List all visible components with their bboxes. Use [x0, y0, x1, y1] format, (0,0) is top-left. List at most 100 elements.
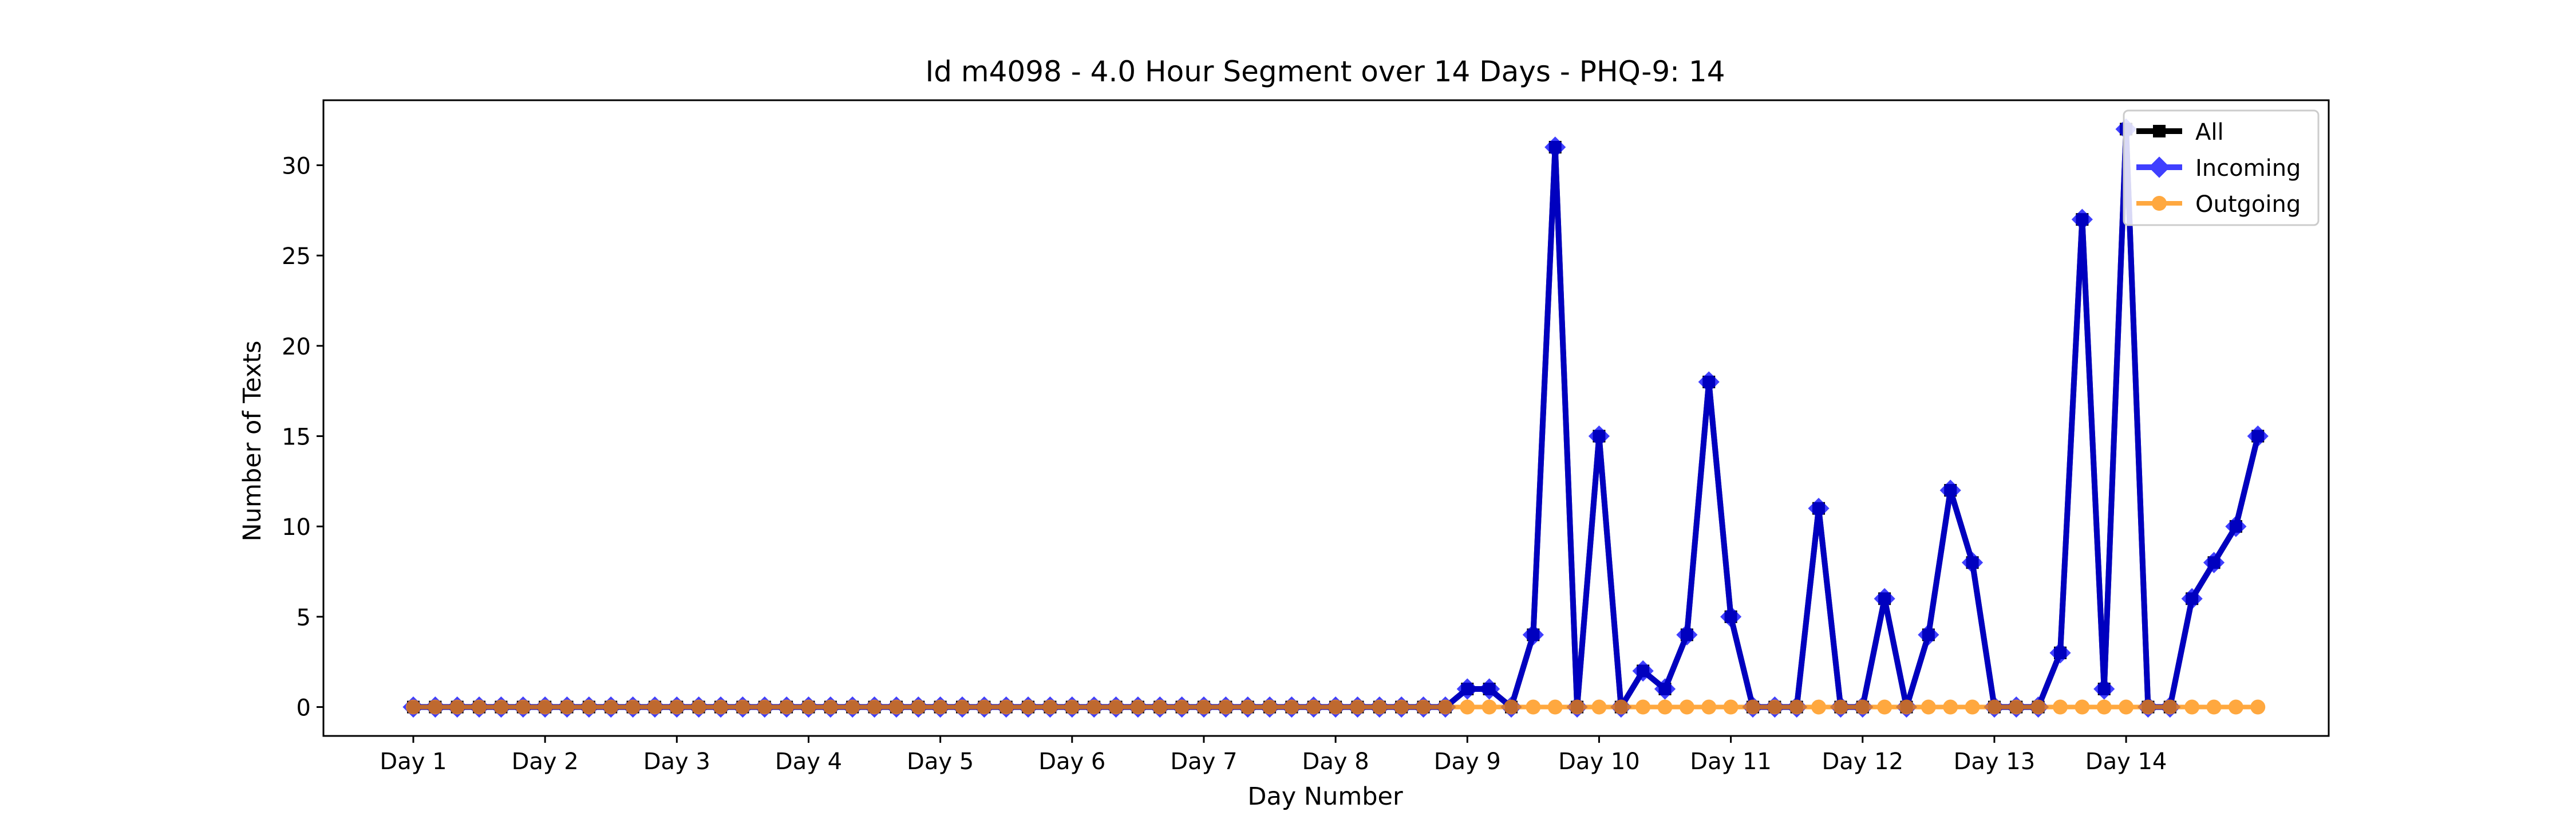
series-all — [407, 123, 2265, 714]
data-point-outgoing — [1328, 699, 1344, 715]
plot-frame — [322, 99, 2330, 737]
legend-marker — [2153, 125, 2166, 137]
legend-marker — [2148, 156, 2170, 178]
data-point-outgoing — [757, 699, 772, 715]
data-point-outgoing — [1394, 699, 1409, 715]
data-point-outgoing — [1042, 699, 1058, 715]
data-point-incoming — [2247, 425, 2269, 447]
data-point-outgoing — [867, 699, 882, 715]
x-tick-label: Day 8 — [1302, 749, 1369, 775]
x-tick-label: Day 1 — [380, 749, 447, 775]
chart-title: Id m4098 - 4.0 Hour Segment over 14 Days… — [925, 55, 1725, 88]
data-point-outgoing — [1899, 699, 1914, 715]
data-point-outgoing — [1526, 699, 1541, 715]
legend-label: All — [2195, 119, 2224, 145]
legend-marker — [2152, 196, 2167, 211]
data-point-outgoing — [1064, 699, 1080, 715]
data-point-outgoing — [2053, 699, 2068, 715]
data-point-outgoing — [1921, 699, 1936, 715]
data-point-incoming — [1588, 425, 1610, 447]
data-point-outgoing — [2030, 699, 2046, 715]
x-tick-label: Day 7 — [1170, 749, 1237, 775]
data-point-incoming — [1720, 606, 1742, 628]
data-point-outgoing — [735, 699, 750, 715]
data-point-outgoing — [1240, 699, 1255, 715]
data-point-outgoing — [2206, 699, 2222, 715]
data-point-outgoing — [538, 699, 553, 715]
data-point-outgoing — [1174, 699, 1190, 715]
data-point-outgoing — [1108, 699, 1124, 715]
data-point-outgoing — [1196, 699, 1211, 715]
x-tick-label: Day 5 — [907, 749, 974, 775]
data-point-outgoing — [2119, 699, 2134, 715]
data-point-outgoing — [2250, 699, 2266, 715]
x-tick-label: Day 14 — [2085, 749, 2167, 775]
data-point-outgoing — [823, 699, 838, 715]
data-point-outgoing — [647, 699, 662, 715]
data-point-outgoing — [713, 699, 729, 715]
data-point-outgoing — [1679, 699, 1694, 715]
data-point-incoming — [1918, 624, 1939, 646]
legend-entry — [2136, 125, 2182, 137]
data-point-outgoing — [1218, 699, 1234, 715]
data-point-outgoing — [1350, 699, 1365, 715]
data-point-outgoing — [1833, 699, 1848, 715]
data-point-outgoing — [2228, 699, 2243, 715]
x-tick-label: Day 11 — [1690, 749, 1772, 775]
data-point-outgoing — [625, 699, 641, 715]
data-point-incoming — [1479, 678, 1500, 700]
data-point-outgoing — [581, 699, 596, 715]
x-tick-label: Day 4 — [775, 749, 842, 775]
data-point-outgoing — [1591, 699, 1607, 715]
data-point-incoming — [1544, 136, 1566, 158]
data-point-outgoing — [515, 699, 531, 715]
y-tick-label: 10 — [282, 514, 311, 541]
series-incoming — [402, 118, 2269, 718]
data-point-outgoing — [2075, 699, 2090, 715]
data-point-incoming — [1676, 624, 1698, 646]
series-outgoing — [406, 699, 2266, 715]
legend-entry — [2136, 196, 2182, 211]
y-tick-label: 5 — [297, 605, 311, 631]
data-point-outgoing — [406, 699, 421, 715]
data-point-outgoing — [1986, 699, 2002, 715]
data-point-outgoing — [801, 699, 816, 715]
data-point-incoming — [1698, 371, 1720, 393]
data-point-outgoing — [933, 699, 948, 715]
data-point-outgoing — [1767, 699, 1783, 715]
data-point-outgoing — [1965, 699, 1980, 715]
data-point-incoming — [2071, 208, 2093, 230]
data-point-outgoing — [845, 699, 860, 715]
y-tick-label: 25 — [282, 243, 311, 270]
data-point-outgoing — [1481, 699, 1497, 715]
data-point-outgoing — [1262, 699, 1278, 715]
data-point-outgoing — [493, 699, 509, 715]
data-point-outgoing — [1855, 699, 1870, 715]
data-point-incoming — [1522, 624, 1544, 646]
data-point-outgoing — [1745, 699, 1760, 715]
data-point-outgoing — [1701, 699, 1717, 715]
data-point-outgoing — [1547, 699, 1563, 715]
data-point-outgoing — [1460, 699, 1475, 715]
x-tick-label: Day 6 — [1038, 749, 1105, 775]
x-tick-label: Day 13 — [1954, 749, 2036, 775]
x-tick-label: Day 3 — [643, 749, 710, 775]
y-tick-label: 0 — [297, 695, 311, 722]
data-point-outgoing — [691, 699, 706, 715]
legend-box — [2123, 109, 2320, 226]
data-point-incoming — [1632, 660, 1654, 682]
data-point-outgoing — [1437, 699, 1453, 715]
data-point-outgoing — [1657, 699, 1673, 715]
data-point-outgoing — [669, 699, 685, 715]
data-point-incoming — [2225, 515, 2247, 537]
data-point-incoming — [1961, 552, 1984, 573]
data-point-outgoing — [998, 699, 1014, 715]
data-point-outgoing — [955, 699, 970, 715]
data-point-outgoing — [449, 699, 465, 715]
data-point-outgoing — [2162, 699, 2178, 715]
data-point-outgoing — [977, 699, 992, 715]
data-point-outgoing — [2096, 699, 2112, 715]
data-point-outgoing — [559, 699, 575, 715]
data-point-outgoing — [603, 699, 619, 715]
